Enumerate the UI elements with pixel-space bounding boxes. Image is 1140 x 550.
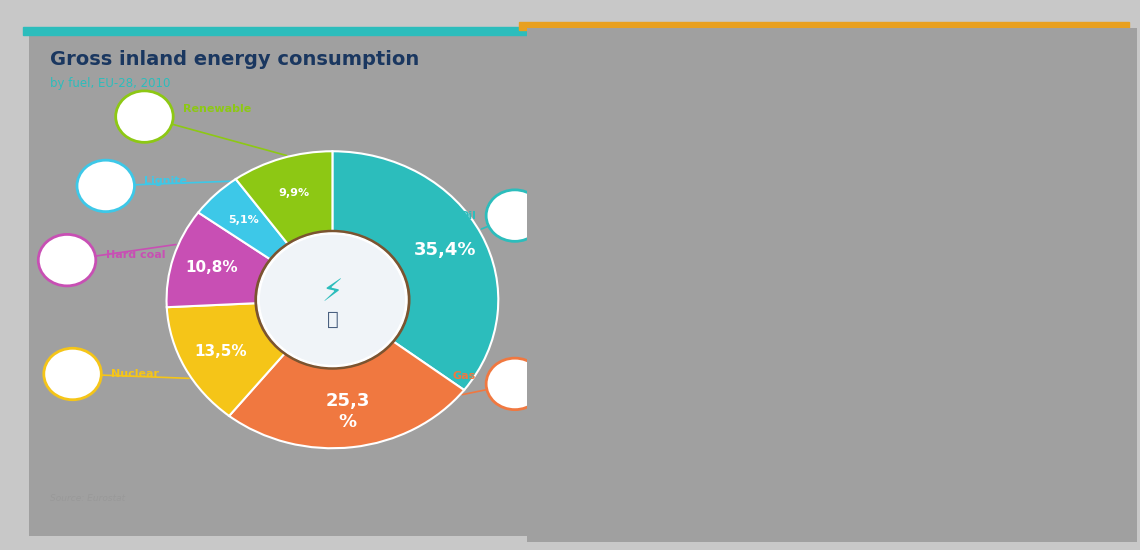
Wedge shape <box>236 151 333 245</box>
Text: 🏭: 🏭 <box>326 310 339 329</box>
Wedge shape <box>198 179 288 261</box>
Text: Project D: Project D <box>571 471 621 481</box>
Bar <box>519 22 1129 30</box>
Text: ✓: ✓ <box>1061 211 1085 239</box>
Wedge shape <box>333 151 498 390</box>
Bar <box>628 320 1123 382</box>
Text: 👍: 👍 <box>669 211 686 239</box>
Bar <box>927 98 1021 169</box>
Text: Hard coal: Hard coal <box>106 250 165 260</box>
Text: Criteria
1: Criteria 1 <box>653 119 703 147</box>
Text: 👎: 👎 <box>669 274 686 302</box>
Text: 5,1%: 5,1% <box>228 215 259 225</box>
Polygon shape <box>754 206 800 237</box>
Bar <box>628 445 1123 508</box>
Text: ✓: ✓ <box>864 211 887 239</box>
Circle shape <box>258 233 407 366</box>
Text: Nuclear: Nuclear <box>112 369 160 379</box>
Circle shape <box>255 230 410 369</box>
Text: 10,8%: 10,8% <box>186 260 238 275</box>
Text: ✕: ✕ <box>1062 276 1084 300</box>
Text: ✓: ✓ <box>864 337 887 365</box>
Bar <box>730 98 823 169</box>
Bar <box>628 382 1123 445</box>
Wedge shape <box>166 303 286 416</box>
Text: ⚡: ⚡ <box>964 274 984 302</box>
Text: Oil: Oil <box>459 211 477 221</box>
Bar <box>23 28 576 35</box>
Text: ✕: ✕ <box>1062 402 1084 426</box>
Text: ✓: ✓ <box>864 463 887 491</box>
Bar <box>630 98 725 169</box>
Text: ⚡: ⚡ <box>772 471 781 484</box>
Text: ✓: ✓ <box>1061 463 1085 491</box>
Polygon shape <box>754 269 800 300</box>
Text: Criteria
4: Criteria 4 <box>950 119 1000 147</box>
Circle shape <box>486 190 544 241</box>
Text: Criteria
2: Criteria 2 <box>751 119 801 147</box>
Text: 9,9%: 9,9% <box>278 188 309 197</box>
Text: 25,3
%: 25,3 % <box>326 392 370 431</box>
Text: Renewable: Renewable <box>184 104 252 114</box>
Text: Criteria
5: Criteria 5 <box>1048 119 1098 147</box>
Text: ct Status Table with OK/Not OK/Warning Signs: ct Status Table with OK/Not OK/Warning S… <box>537 45 934 60</box>
Bar <box>1026 98 1121 169</box>
Text: 👎: 👎 <box>669 400 686 428</box>
Text: ✕: ✕ <box>963 213 985 238</box>
Text: ct C: ct C <box>600 346 621 356</box>
Text: Lignite: Lignite <box>145 176 187 186</box>
Polygon shape <box>927 169 1021 194</box>
Text: ⚡: ⚡ <box>772 283 781 295</box>
Circle shape <box>43 348 101 400</box>
Text: ct A: ct A <box>600 221 621 230</box>
Circle shape <box>115 91 173 142</box>
Polygon shape <box>630 169 725 194</box>
Circle shape <box>39 234 96 286</box>
Text: 👍: 👍 <box>669 463 686 491</box>
Text: ⚡: ⚡ <box>321 278 343 307</box>
Text: ✓: ✓ <box>864 274 887 302</box>
Circle shape <box>78 160 135 212</box>
Wedge shape <box>229 340 464 448</box>
Polygon shape <box>829 169 922 194</box>
Text: 35,4%: 35,4% <box>414 241 477 259</box>
Text: ⚡: ⚡ <box>964 463 984 491</box>
Text: ✓: ✓ <box>765 337 789 365</box>
Polygon shape <box>1026 169 1121 194</box>
Text: Source: Eurostat: Source: Eurostat <box>50 494 125 503</box>
Text: ✕: ✕ <box>963 339 985 363</box>
Text: ⚡: ⚡ <box>772 220 781 233</box>
Text: ⚡: ⚡ <box>772 408 781 421</box>
Circle shape <box>486 358 544 410</box>
Text: ✓: ✓ <box>864 400 887 428</box>
Text: by fuel, EU-28, 2010: by fuel, EU-28, 2010 <box>50 77 171 90</box>
Text: ct B: ct B <box>600 283 621 293</box>
Text: Gas: Gas <box>453 371 477 382</box>
Text: ed: ed <box>537 75 556 89</box>
Polygon shape <box>754 457 800 488</box>
Circle shape <box>261 235 405 364</box>
Bar <box>829 98 922 169</box>
Text: ct E: ct E <box>600 409 621 419</box>
Wedge shape <box>166 212 272 307</box>
Text: 13,5%: 13,5% <box>194 344 247 359</box>
Bar <box>628 194 1123 257</box>
Polygon shape <box>730 169 823 194</box>
Text: ⚡: ⚡ <box>964 400 984 428</box>
Text: Criteria
3: Criteria 3 <box>850 119 901 147</box>
Text: ✓: ✓ <box>1061 337 1085 365</box>
Polygon shape <box>754 394 800 425</box>
Text: Gross inland energy consumption: Gross inland energy consumption <box>50 50 420 69</box>
Text: 👍: 👍 <box>669 337 686 365</box>
Bar <box>628 257 1123 320</box>
